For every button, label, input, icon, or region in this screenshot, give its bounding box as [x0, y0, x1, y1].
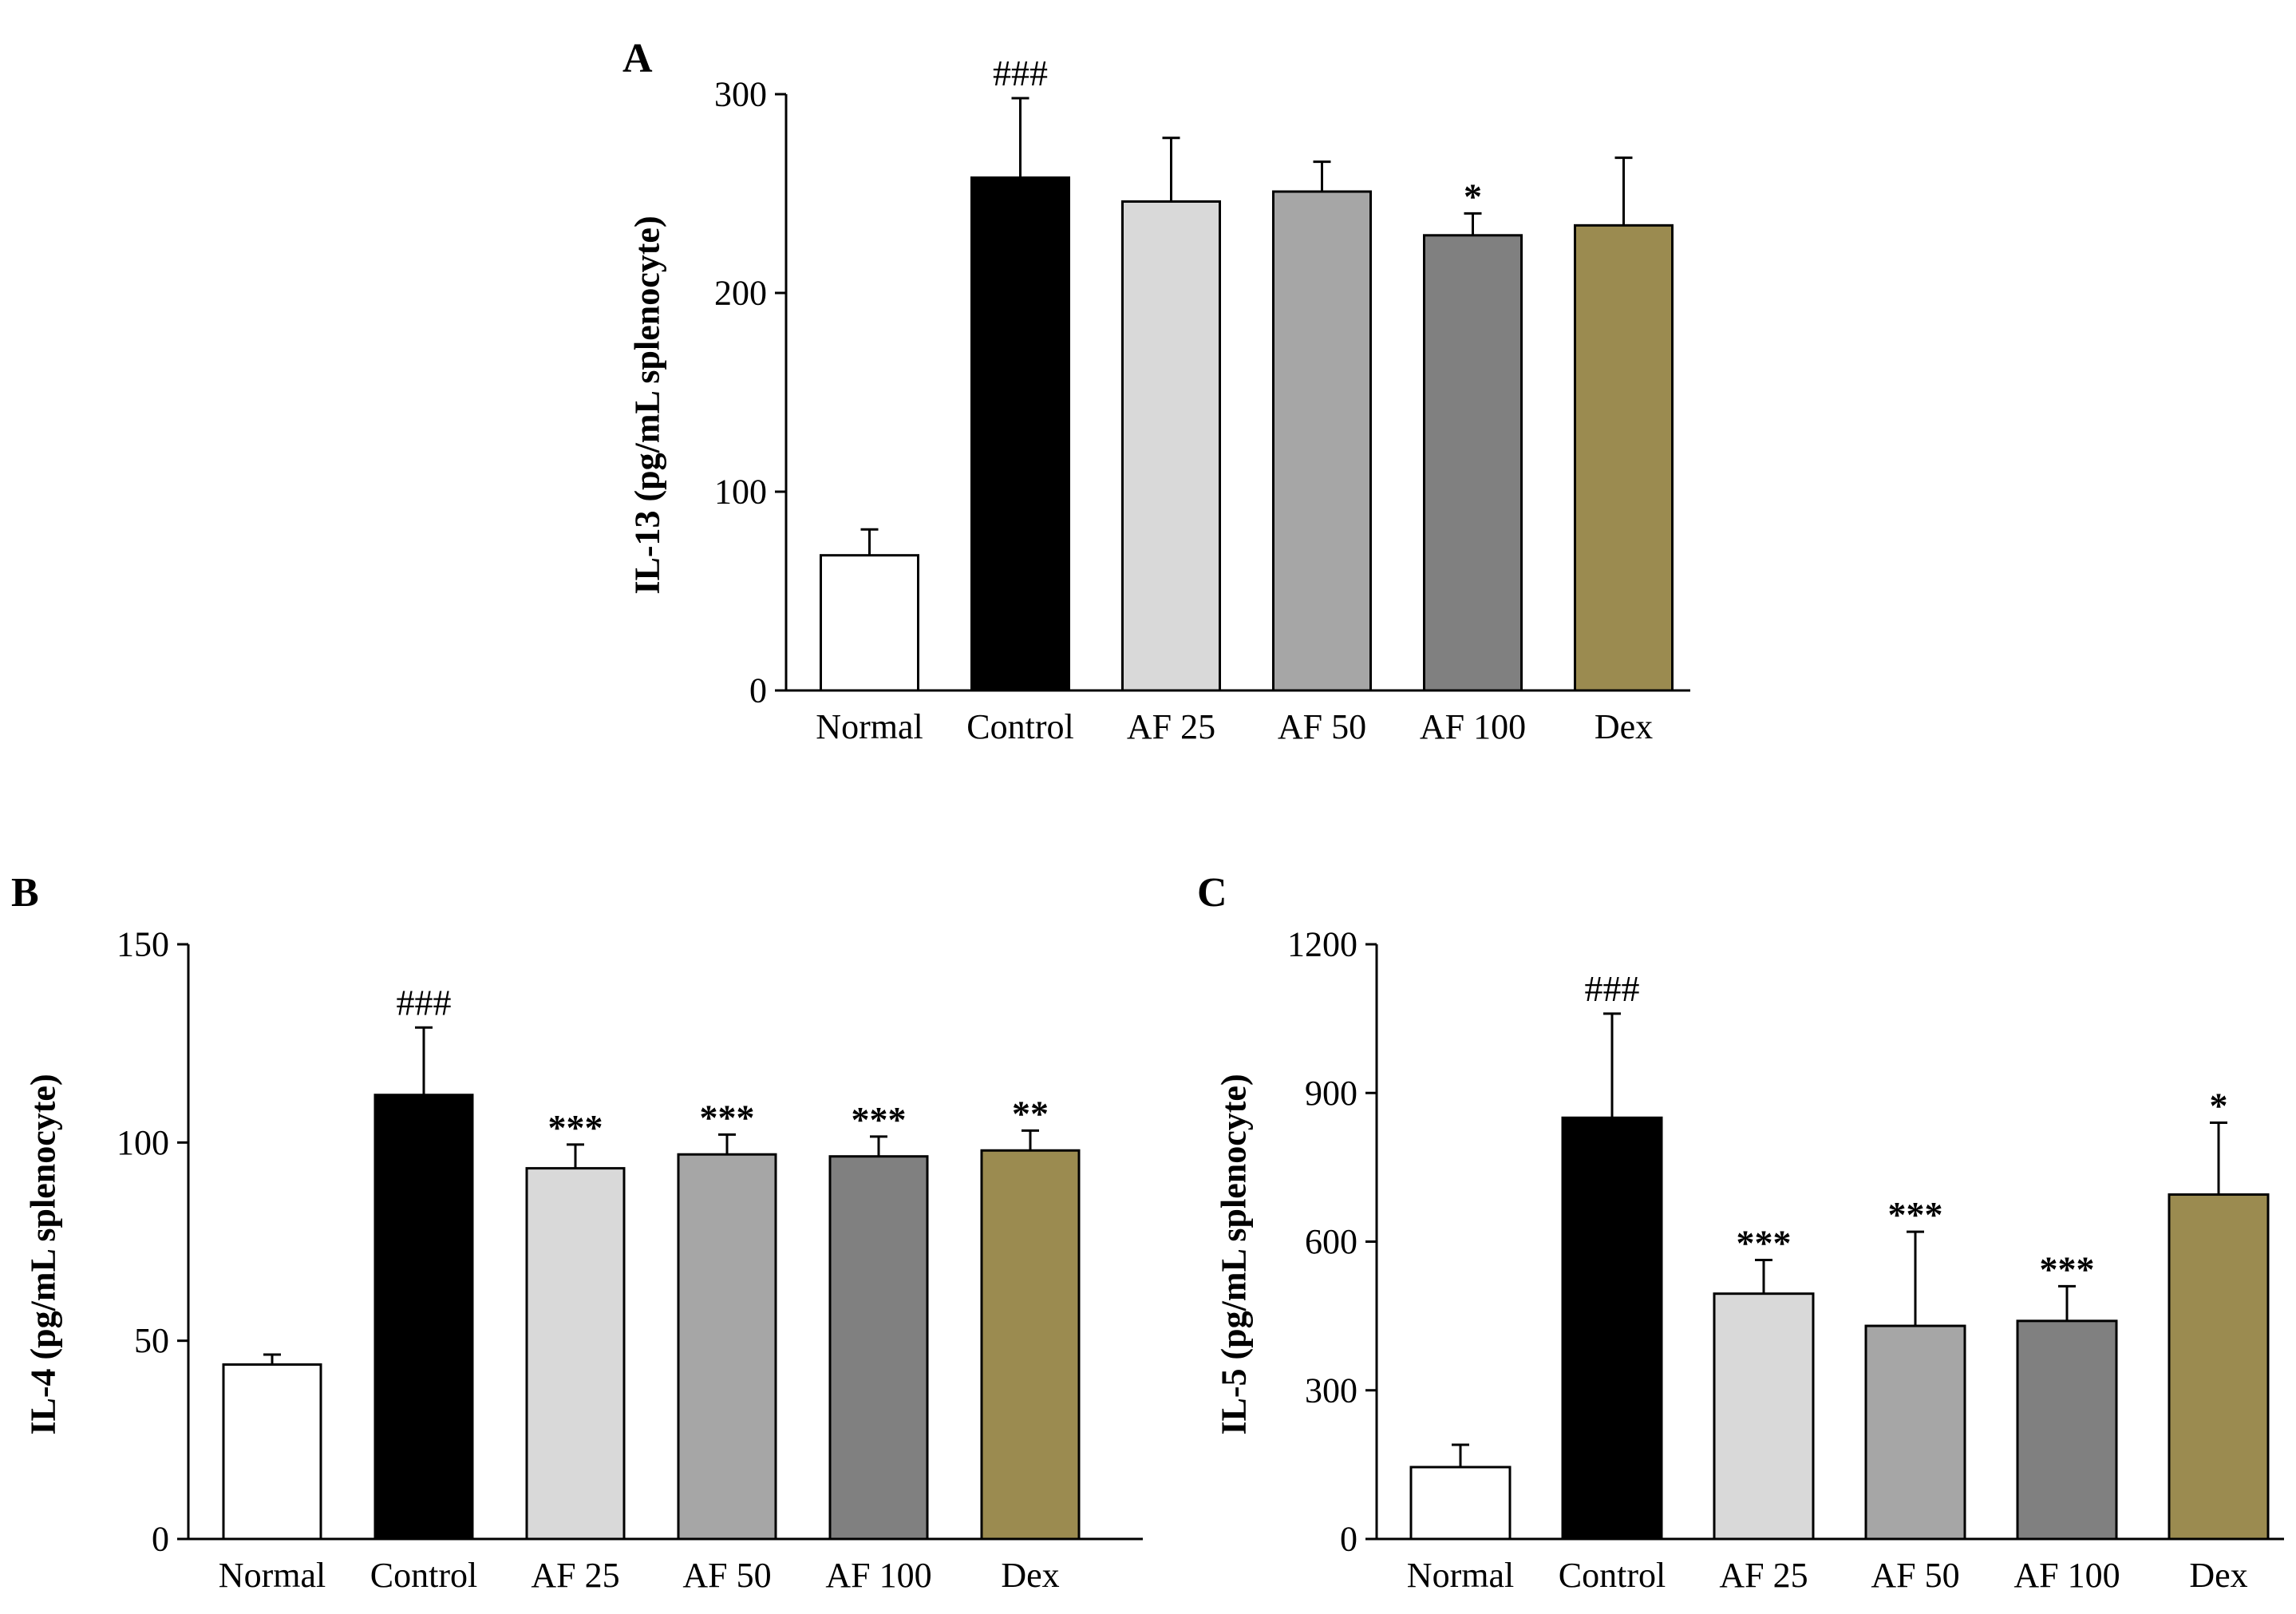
y-tick-label: 0	[749, 671, 767, 710]
y-tick-label: 1200	[1287, 925, 1357, 964]
significance-label: *	[1464, 176, 1482, 216]
significance-label: ###	[993, 53, 1048, 93]
x-tick-label: AF 100	[2013, 1556, 2120, 1595]
significance-label: ***	[700, 1097, 755, 1137]
panel-letter: B	[11, 870, 39, 916]
x-tick-label: AF 25	[531, 1556, 619, 1595]
bar-af-100	[828, 1155, 929, 1541]
x-tick-label: AF 100	[825, 1556, 931, 1595]
significance-label: ***	[548, 1107, 603, 1148]
significance-label: ###	[1585, 968, 1640, 1009]
bar-control	[1561, 1116, 1663, 1541]
panel-B: B IL-4 (pg/mL splenocyte) Normal ### Control…	[11, 870, 1143, 1595]
x-tick-label: Dex	[1595, 707, 1653, 746]
y-tick-label: 100	[714, 473, 767, 512]
x-tick-label: Dex	[1001, 1556, 1059, 1595]
bar-af-25	[1713, 1292, 1815, 1541]
y-axis-title: IL-5 (pg/mL splenocyte)	[1215, 1074, 1254, 1434]
y-axis-title: IL-13 (pg/mL splenocyte)	[628, 216, 667, 594]
x-tick-label: Normal	[1407, 1556, 1514, 1595]
x-tick-label: AF 50	[1871, 1556, 1959, 1595]
significance-label: ***	[852, 1099, 907, 1140]
bar-dex	[2168, 1193, 2270, 1541]
x-tick-label: AF 100	[1420, 707, 1526, 746]
y-tick-label: 900	[1305, 1074, 1357, 1113]
bar-control	[373, 1094, 474, 1541]
bar-normal	[820, 554, 919, 692]
bar-af-100	[2016, 1319, 2118, 1541]
x-tick-label: AF 25	[1127, 707, 1215, 746]
x-tick-label: Normal	[816, 707, 923, 746]
bar-af-25	[525, 1167, 626, 1541]
bar-af-25	[1121, 200, 1221, 692]
panel-A: A IL-13 (pg/mL splenocyte) Normal ### Contro…	[622, 36, 1690, 746]
x-tick-label: Control	[1559, 1556, 1666, 1595]
panel-letter: C	[1197, 870, 1227, 916]
significance-label: **	[1012, 1093, 1049, 1133]
y-tick-label: 150	[117, 925, 169, 964]
bar-normal	[1409, 1466, 1512, 1541]
x-tick-label: Normal	[219, 1556, 326, 1595]
x-tick-label: AF 50	[1278, 707, 1366, 746]
y-tick-label: 0	[152, 1520, 169, 1559]
y-tick-label: 100	[117, 1123, 169, 1162]
panel-letter: A	[622, 36, 653, 81]
x-tick-label: Control	[966, 707, 1073, 746]
x-tick-label: Control	[370, 1556, 477, 1595]
y-axis-title: IL-4 (pg/mL splenocyte)	[24, 1074, 63, 1434]
bar-af-100	[1423, 234, 1523, 692]
bar-dex	[1574, 224, 1674, 692]
significance-label: ***	[2040, 1248, 2095, 1289]
x-tick-label: Dex	[2189, 1556, 2247, 1595]
bar-af-50	[677, 1153, 777, 1541]
significance-label: ***	[1888, 1194, 1943, 1235]
y-tick-label: 300	[714, 75, 767, 114]
y-tick-label: 0	[1340, 1520, 1357, 1559]
bar-af-50	[1864, 1324, 1966, 1541]
significance-label: *	[2210, 1086, 2228, 1126]
x-tick-label: AF 25	[1719, 1556, 1808, 1595]
bar-dex	[980, 1149, 1081, 1541]
y-tick-label: 300	[1305, 1371, 1357, 1410]
y-tick-label: 200	[714, 274, 767, 313]
x-tick-label: AF 50	[682, 1556, 771, 1595]
significance-label: ***	[1737, 1222, 1792, 1263]
y-tick-label: 50	[134, 1321, 169, 1360]
bar-af-50	[1272, 190, 1372, 692]
significance-label: ###	[397, 982, 452, 1023]
bar-normal	[222, 1363, 322, 1541]
y-tick-label: 600	[1305, 1222, 1357, 1261]
bar-control	[970, 176, 1070, 692]
panel-C: C IL-5 (pg/mL splenocyte) Normal ### Control…	[1197, 870, 2284, 1595]
